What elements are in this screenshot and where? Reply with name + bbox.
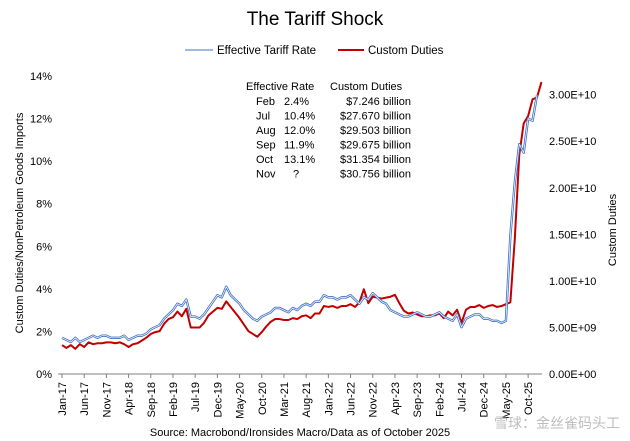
watermark: 雪球：金丝雀码头工 bbox=[494, 416, 620, 432]
y-tick-label: 4% bbox=[36, 284, 52, 296]
annotation-rate: ? bbox=[293, 169, 299, 181]
annotation-rate: 2.4% bbox=[284, 96, 309, 108]
y-tick-label: 2% bbox=[36, 326, 52, 338]
x-tick-label: Sep-23 bbox=[412, 382, 424, 417]
x-tick-label: Jun-22 bbox=[346, 382, 358, 416]
y-tick-label: 14% bbox=[30, 71, 52, 83]
x-tick-label: Nov-22 bbox=[368, 382, 380, 417]
annotation-duties: $29.675 billion bbox=[340, 140, 411, 152]
legend-label-custom-duties: Custom Duties bbox=[368, 45, 444, 57]
x-tick-label: Jun-17 bbox=[79, 382, 91, 416]
x-tick-label: Feb-19 bbox=[168, 382, 180, 417]
y-tick-label: 10% bbox=[30, 156, 52, 168]
y2-tick-label: 5.00E+09 bbox=[549, 322, 596, 334]
series-line-custom-duties bbox=[61, 81, 543, 350]
annotation-month: Nov bbox=[256, 169, 276, 181]
annotation-duties: $7.246 billion bbox=[346, 96, 411, 108]
y2-tick-label: 2.00E+10 bbox=[549, 183, 596, 195]
annotation-table: Effective Rate Custom Duties Feb 2.4% $7.2… bbox=[246, 81, 411, 181]
legend: Effective Tariff Rate Custom Duties bbox=[185, 45, 444, 57]
annotation-rate: 12.0% bbox=[284, 125, 315, 137]
source-note: Source: Macrobond/Ironsides Macro/Data a… bbox=[150, 427, 450, 439]
annotation-rate: 10.4% bbox=[284, 111, 315, 123]
annotation-rate: 13.1% bbox=[284, 154, 315, 166]
legend-label-effective-tariff-rate: Effective Tariff Rate bbox=[217, 45, 316, 57]
left-axis: 0% 2% 4% 6% 8% 10% 12% 14% bbox=[30, 71, 52, 381]
x-tick-label: Jul-19 bbox=[190, 382, 202, 412]
right-axis: 0.00E+00 5.00E+09 1.00E+10 1.50E+10 2.00E+10… bbox=[549, 90, 596, 381]
x-tick-label: Oct-20 bbox=[257, 382, 269, 415]
chart-title: The Tariff Shock bbox=[247, 9, 384, 30]
x-tick-label: Aug-21 bbox=[301, 382, 313, 417]
x-tick-label: Feb-24 bbox=[434, 382, 446, 417]
x-tick-label: Oct-25 bbox=[523, 382, 535, 415]
x-tick-label: Jan-22 bbox=[323, 382, 335, 416]
x-tick-label: Jul-24 bbox=[457, 382, 469, 412]
y2-tick-label: 3.00E+10 bbox=[549, 90, 596, 102]
annotation-duties: $29.503 billion bbox=[340, 125, 411, 137]
x-tick-label: Jan-17 bbox=[57, 382, 69, 416]
y-tick-label: 8% bbox=[36, 199, 52, 211]
annotation-duties: $27.670 billion bbox=[340, 111, 411, 123]
annotation-duties: $31.354 billion bbox=[340, 154, 411, 166]
x-tick-label: Dec-24 bbox=[479, 382, 491, 417]
x-tick-label: Sep-18 bbox=[146, 382, 158, 417]
x-tick-label: Apr-23 bbox=[390, 382, 402, 415]
x-tick-label: May-20 bbox=[235, 382, 247, 419]
series-line-effective-tariff-rate-core bbox=[61, 95, 538, 343]
y-tick-label: 6% bbox=[36, 241, 52, 253]
annotation-duties: $30.756 billion bbox=[340, 169, 411, 181]
y2-tick-label: 1.50E+10 bbox=[549, 229, 596, 241]
x-tick-label: May-25 bbox=[501, 382, 513, 419]
x-tick-label: Mar-21 bbox=[279, 382, 291, 417]
annotation-rate: 11.9% bbox=[284, 140, 315, 152]
y2-axis-label: Custom Duties bbox=[607, 193, 619, 266]
annotation-month: Oct bbox=[256, 154, 273, 166]
x-tick-label: Nov-17 bbox=[101, 382, 113, 417]
annotation-header-rate: Effective Rate bbox=[246, 81, 314, 93]
y-tick-label: 0% bbox=[36, 369, 52, 381]
annotation-month: Aug bbox=[256, 125, 276, 137]
y2-tick-label: 1.00E+10 bbox=[549, 276, 596, 288]
x-tick-label: Apr-18 bbox=[124, 382, 136, 415]
x-axis: Jan-17 Jun-17 Nov-17 Apr-18 Sep-18 Feb-19 Jul-… bbox=[57, 374, 535, 419]
annotation-month: Sep bbox=[256, 140, 276, 152]
y-tick-label: 12% bbox=[30, 114, 52, 126]
annotation-month: Feb bbox=[256, 96, 275, 108]
x-tick-label: Dec-19 bbox=[212, 382, 224, 417]
y2-tick-label: 0.00E+00 bbox=[549, 369, 596, 381]
annotation-month: Jul bbox=[256, 111, 270, 123]
y-axis-label: Custom Duties/NonPetroleum Goods Imports bbox=[14, 112, 26, 333]
annotation-header-duties: Custom Duties bbox=[330, 81, 403, 93]
y2-tick-label: 2.50E+10 bbox=[549, 136, 596, 148]
